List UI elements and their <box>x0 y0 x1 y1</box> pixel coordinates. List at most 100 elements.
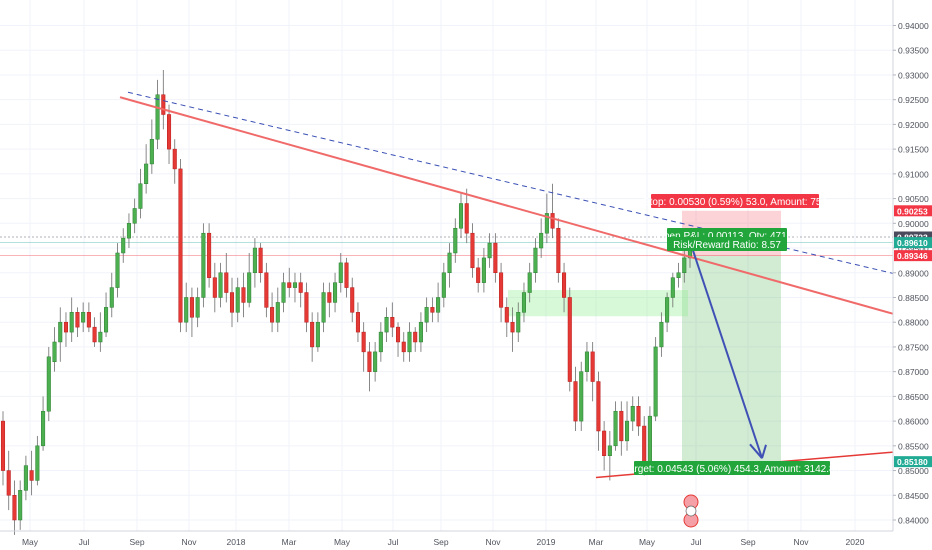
candle <box>670 272 675 308</box>
candle-body <box>258 247 263 273</box>
candle <box>218 262 223 308</box>
candle <box>384 307 389 342</box>
candle-body <box>270 307 275 323</box>
candle <box>235 277 240 323</box>
candle-body <box>46 356 51 412</box>
candle <box>270 292 275 333</box>
price-tick-label: 0.88000 <box>898 318 929 328</box>
candle-body <box>378 331 383 353</box>
candle-body <box>132 208 137 224</box>
candle-body <box>430 307 435 313</box>
candle <box>98 312 103 352</box>
candle-body <box>464 203 469 234</box>
time-tick-label: 2018 <box>227 537 246 547</box>
candle <box>12 480 17 535</box>
candle-body <box>453 227 458 254</box>
candle <box>104 292 109 338</box>
candle-body <box>361 331 366 353</box>
candle <box>607 430 612 481</box>
candle-body <box>659 321 664 348</box>
candle <box>344 257 349 298</box>
candle <box>682 248 687 283</box>
candle <box>367 341 372 392</box>
candle-body <box>126 223 131 239</box>
candle-body <box>493 242 498 274</box>
time-tick-label: May <box>334 537 351 547</box>
candle-body <box>579 371 584 422</box>
candle-body <box>510 321 515 333</box>
candle <box>573 366 578 431</box>
candle-body <box>670 277 675 298</box>
candle-body <box>441 272 446 298</box>
candle <box>424 297 429 333</box>
candle-body <box>350 287 355 313</box>
price-tick-label: 0.91000 <box>898 169 929 179</box>
candle-body <box>527 272 532 293</box>
candle-body <box>567 297 572 382</box>
time-tick-label: Nov <box>793 537 809 547</box>
candle-body <box>556 227 561 273</box>
candle-body <box>504 307 509 323</box>
candle-body <box>333 282 338 303</box>
candle-body <box>184 297 189 323</box>
candle-body <box>596 381 601 432</box>
candle-body <box>355 312 360 333</box>
candle-body <box>487 242 492 259</box>
candle <box>550 183 555 239</box>
price-marker-bg <box>894 456 932 468</box>
candle <box>430 297 435 323</box>
risk-reward-label-bg <box>667 237 787 251</box>
price-marker-bg <box>894 250 932 262</box>
candle <box>504 297 509 338</box>
candle <box>132 198 137 234</box>
candle <box>241 272 246 318</box>
candle-body <box>298 282 303 293</box>
target-zone <box>682 255 781 462</box>
candle <box>126 213 131 249</box>
price-tick-label: 0.84000 <box>898 516 929 526</box>
candle-body <box>86 312 91 328</box>
candle <box>144 144 149 194</box>
stop-label: Stop: 0.00530 (0.59%) 53.0, Amount: 750 <box>643 194 827 208</box>
candle <box>6 450 11 511</box>
price-marker-text: 0.89346 <box>897 251 928 261</box>
candle <box>579 361 584 431</box>
time-tick-label: Nov <box>181 537 197 547</box>
candle-body <box>235 287 240 313</box>
candle-body <box>29 470 34 481</box>
candle-body <box>590 351 595 382</box>
candle-body <box>396 326 401 343</box>
target-label: Target: 0.04543 (5.06%) 454.3, Amount: 3… <box>624 461 841 475</box>
candle <box>441 262 446 308</box>
candle <box>584 341 589 382</box>
candle <box>52 327 57 372</box>
time-tick-label: Jul <box>388 537 399 547</box>
candle-body <box>636 406 641 427</box>
candle <box>447 243 452 288</box>
candle <box>613 401 618 451</box>
candle-body <box>138 183 143 209</box>
candle-body <box>682 257 687 274</box>
candle <box>195 287 200 328</box>
candle-body <box>69 312 74 333</box>
candle-body <box>92 326 97 343</box>
candle-body <box>144 163 149 184</box>
price-tick-label: 0.90000 <box>898 219 929 229</box>
candle-body <box>304 292 309 323</box>
candle-body <box>149 138 154 165</box>
pnl-label-text: Open P&L: 0.00113, Qty: 47169 <box>656 231 798 242</box>
candle-body <box>218 272 223 298</box>
candle-body <box>321 292 326 323</box>
candle <box>567 287 572 392</box>
range-box <box>508 290 688 317</box>
price-tick-label: 0.85500 <box>898 441 929 451</box>
candle <box>636 396 641 436</box>
candle <box>35 435 40 486</box>
candle <box>310 312 315 362</box>
price-marker: 0.85180 <box>894 456 932 468</box>
candle <box>516 302 521 342</box>
candle-body <box>458 203 464 229</box>
time-axis: May Jul Sep Nov 2018 Mar May Jul Sep Nov 2019 Mar Ma… <box>0 530 893 547</box>
candle <box>258 243 263 283</box>
price-marker-text: 0.89610 <box>897 238 928 248</box>
